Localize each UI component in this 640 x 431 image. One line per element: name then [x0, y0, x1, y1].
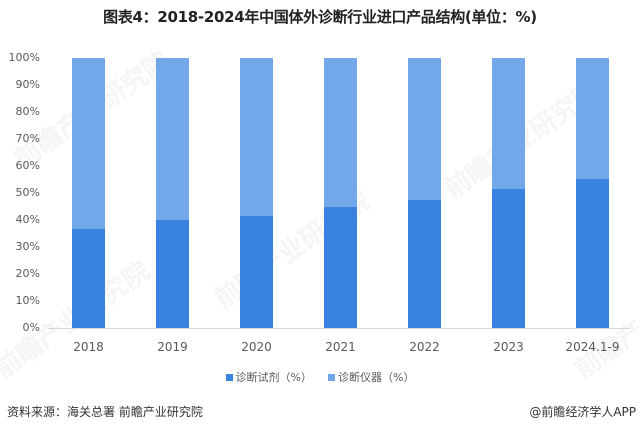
- bar-stack: [576, 58, 609, 328]
- bar-segment-instruments: [240, 58, 273, 216]
- bar-stack: [240, 58, 273, 328]
- bar-segment-instruments: [408, 58, 441, 201]
- x-tick-label: 2019: [157, 340, 188, 354]
- x-tick-label: 2023: [493, 340, 524, 354]
- y-tick-label: 20%: [15, 267, 40, 280]
- credit-note: @前瞻经济学人APP: [529, 405, 636, 419]
- legend: 诊断试剂（%） 诊断仪器（%）: [0, 369, 640, 385]
- bar-segment-reagents: [408, 200, 441, 328]
- bar-stack: [72, 58, 105, 328]
- bar-segment-instruments: [492, 58, 525, 190]
- y-tick-label: 80%: [15, 105, 40, 118]
- bar-segment-instruments: [324, 58, 357, 208]
- y-tick-label: 100%: [8, 51, 40, 64]
- bar-stack: [324, 58, 357, 328]
- y-tick-label: 60%: [15, 159, 40, 172]
- source-note: 资料来源：海关总署 前瞻产业研究院: [7, 405, 203, 419]
- bar-segment-instruments: [156, 58, 189, 220]
- x-tick-label: 2020: [241, 340, 272, 354]
- chart-title: 图表4：2018-2024年中国体外诊断行业进口产品结构(单位：%): [103, 8, 537, 26]
- y-tick-label: 70%: [15, 132, 40, 145]
- legend-item-instruments: 诊断仪器（%）: [328, 369, 414, 385]
- x-tick-label: 2022: [409, 340, 440, 354]
- y-tick-label: 50%: [15, 186, 40, 199]
- y-tick-label: 0%: [22, 321, 40, 334]
- legend-label-reagents: 诊断试剂（%）: [235, 371, 312, 384]
- y-tick-label: 10%: [15, 294, 40, 307]
- legend-item-reagents: 诊断试剂（%）: [225, 369, 312, 385]
- x-tick-label: 2024.1-9: [565, 340, 620, 354]
- bar-segment-instruments: [72, 58, 105, 230]
- y-tick-label: 30%: [15, 240, 40, 253]
- bar-segment-reagents: [240, 215, 273, 328]
- y-tick-label: 90%: [15, 78, 40, 91]
- x-tick-label: 2021: [325, 340, 356, 354]
- bar-segment-instruments: [576, 58, 609, 179]
- legend-swatch-reagents: [225, 373, 233, 381]
- bar-stack: [156, 58, 189, 328]
- bar-segment-reagents: [324, 207, 357, 328]
- x-tick-label: 2018: [73, 340, 104, 354]
- bar-segment-reagents: [156, 220, 189, 328]
- legend-label-instruments: 诊断仪器（%）: [338, 371, 415, 384]
- x-axis-line: [48, 328, 630, 329]
- bar-stack: [408, 58, 441, 328]
- legend-swatch-instruments: [328, 373, 335, 381]
- bar-segment-reagents: [72, 229, 105, 328]
- y-tick-label: 40%: [15, 213, 40, 226]
- bar-segment-reagents: [576, 178, 609, 328]
- bar-segment-reagents: [492, 189, 525, 328]
- bar-stack: [492, 58, 525, 328]
